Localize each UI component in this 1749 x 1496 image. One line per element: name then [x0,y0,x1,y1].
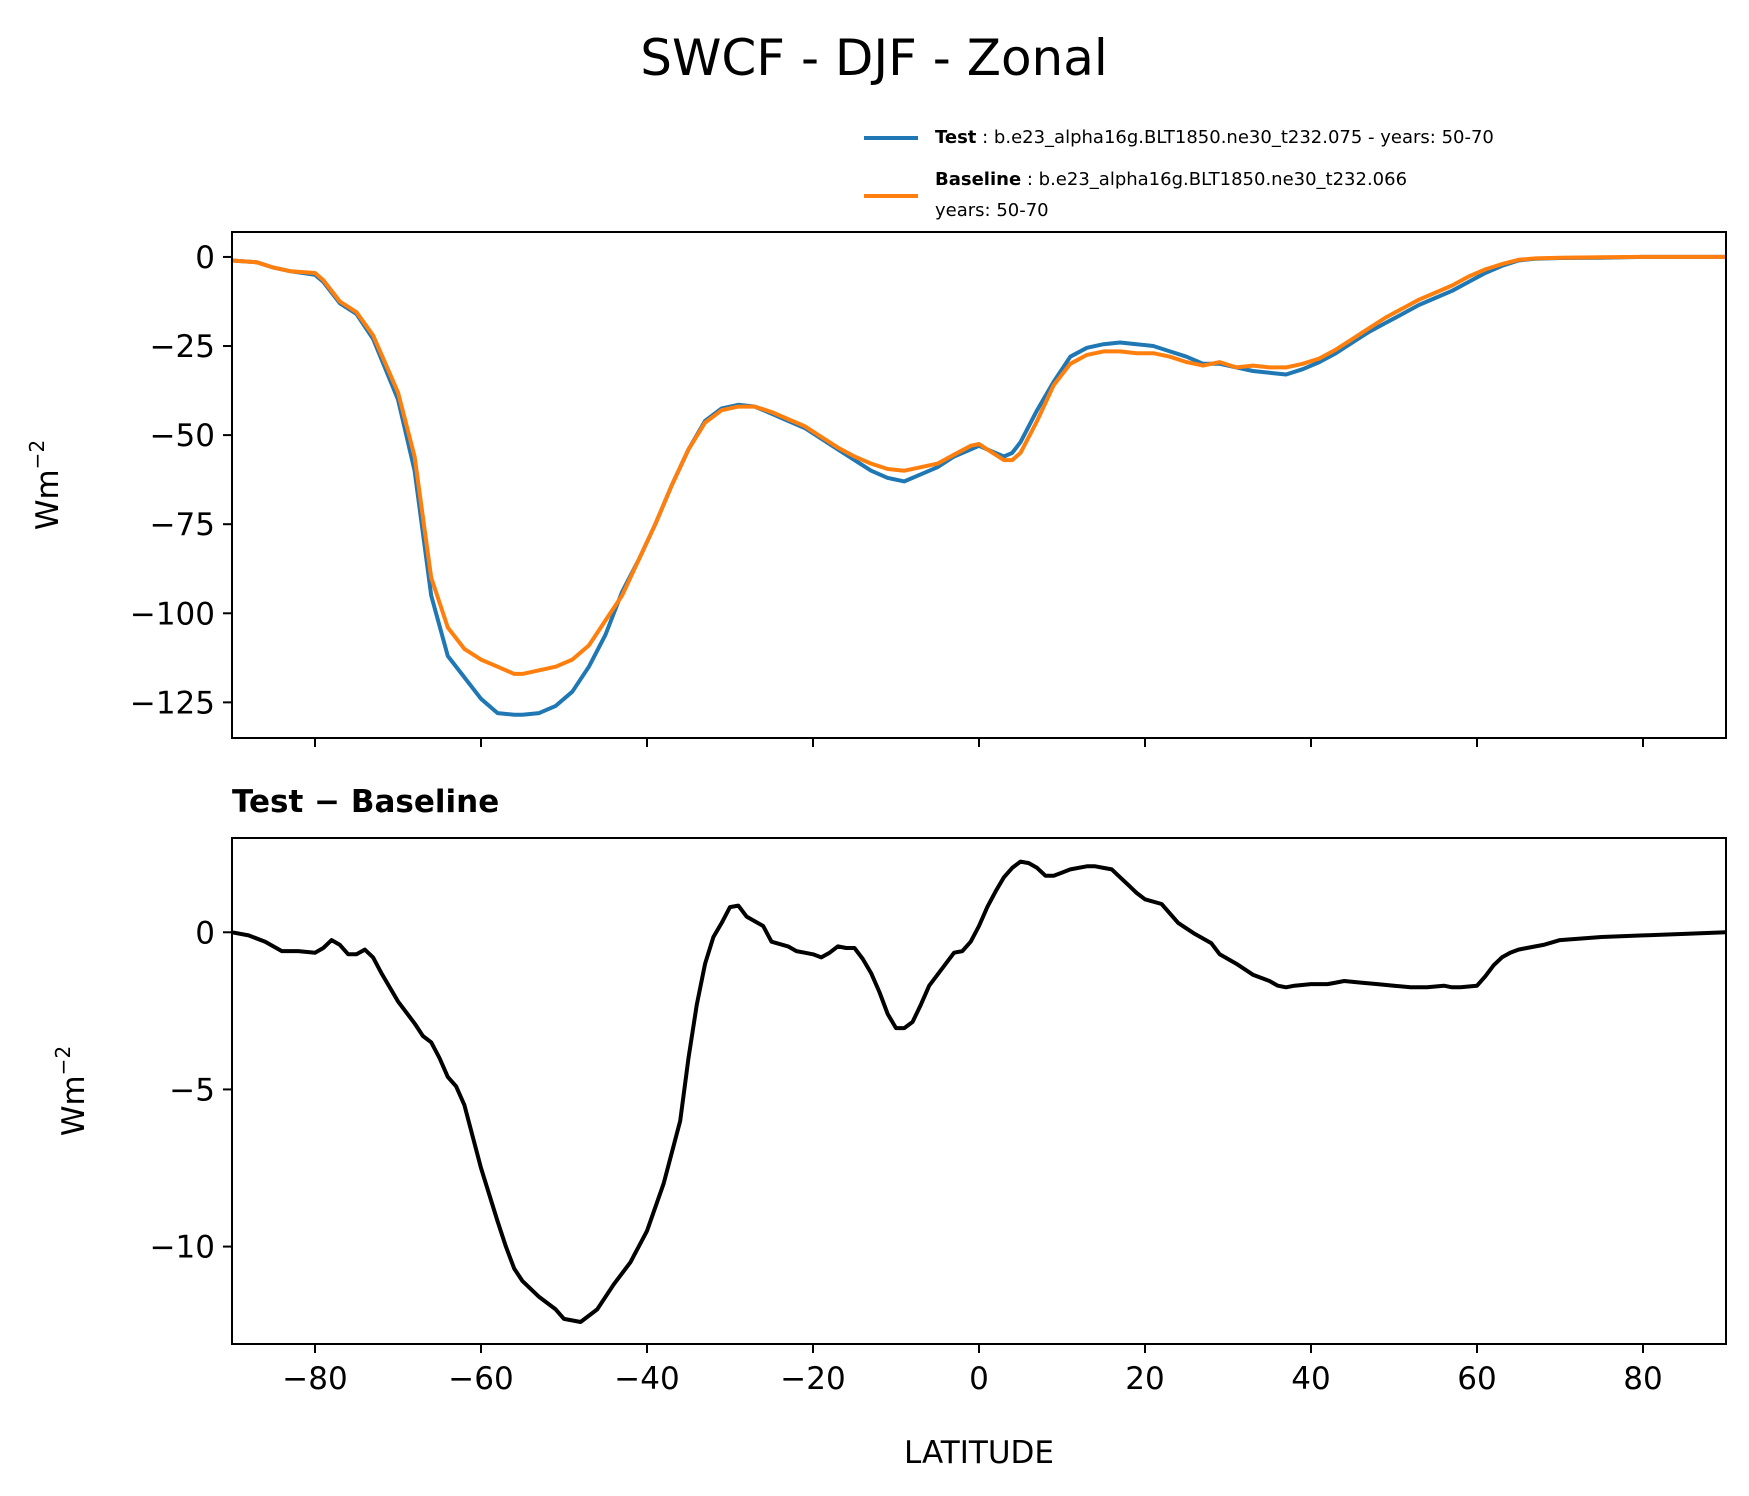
xtick-label: −20 [780,1361,845,1397]
bottom-ytick-label: −10 [150,1230,215,1266]
top-ytick-label: −50 [150,418,215,454]
top-ytick-label: −125 [130,685,215,721]
bottom-series-group [231,859,1727,1324]
xtick-label: 40 [1291,1361,1330,1397]
top-ticks: 0 −25 −50 −75 −100 −125 [130,240,1644,747]
legend-entry-baseline: Baseline : b.e23_alpha16g.BLT1850.ne30_t… [935,169,1407,190]
legend-entry-baseline-line2: years: 50-70 [935,200,1049,221]
legend: Test : b.e23_alpha16g.BLT1850.ne30_t232.… [864,127,1494,221]
bottom-ytick-label: −5 [169,1072,215,1108]
bottom-ylabel: Wm−2 [51,1046,92,1136]
legend-entry-test: Test : b.e23_alpha16g.BLT1850.ne30_t232.… [935,127,1494,148]
xtick-label: 0 [969,1361,989,1397]
series-line-baseline [231,254,1726,676]
bottom-panel-title: Test − Baseline [232,784,499,820]
top-ytick-label: −100 [130,596,215,632]
bottom-ticks: −80 −60 −40 −20 0 20 40 60 80 0 −5 −10 [150,915,1663,1397]
top-panel: 0 −25 −50 −75 −100 −125 Wm−2 [25,231,1727,747]
figure-title: SWCF - DJF - Zonal [640,29,1108,87]
bottom-axes-frame [231,837,1727,1345]
xtick-label: 20 [1125,1361,1164,1397]
top-ytick-label: −25 [150,329,215,365]
xtick-label: −40 [614,1361,679,1397]
top-ylabel: Wm−2 [25,440,66,530]
series-line-test [231,254,1726,717]
x-axis-label: LATITUDE [904,1435,1054,1471]
xtick-label: 80 [1623,1361,1662,1397]
xtick-label: −80 [282,1361,347,1397]
series-line-test-baseline [231,859,1727,1324]
top-ytick-label: 0 [195,240,215,276]
bottom-ytick-label: 0 [195,915,215,951]
top-axes-frame [231,231,1727,739]
xtick-label: −60 [448,1361,513,1397]
bottom-panel: Test − Baseline −80 −60 −40 −20 0 20 40 60 80 0 −5… [51,784,1727,1471]
xtick-label: 60 [1457,1361,1496,1397]
top-ytick-label: −75 [150,507,215,543]
top-series-group [231,254,1726,717]
